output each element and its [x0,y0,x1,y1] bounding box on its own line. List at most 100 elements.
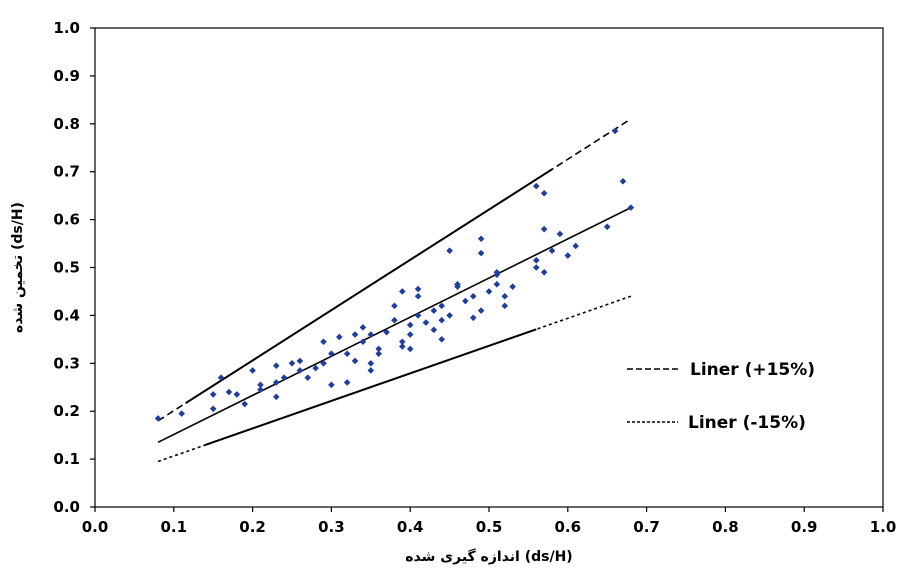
data-point [446,247,453,255]
data-point [469,314,477,322]
data-point [351,331,359,338]
data-point [272,362,280,369]
data-point [430,307,438,314]
x-tick-label: 0.2 [239,518,266,536]
data-point [454,280,461,288]
data-point [209,391,217,398]
data-point [477,307,485,314]
data-point [391,316,398,324]
data-point [217,374,225,381]
data-point [619,177,627,185]
data-point [540,189,548,197]
data-point [359,324,367,331]
x-tick-label: 0.0 [82,518,109,536]
data-point [509,283,516,290]
data-point [603,223,611,231]
x-axis-title: اندازه گیری شده (ds/H) [405,548,572,565]
data-point [430,326,438,334]
data-point [320,360,327,367]
data-point [241,400,249,408]
data-point [493,271,501,278]
y-tick-label: 0.9 [53,67,80,85]
data-point [383,328,390,336]
data-point [312,364,319,372]
upper-bound-line [157,118,632,422]
data-point [209,405,217,413]
data-point [320,338,327,346]
y-tick-label: 1.0 [53,19,80,37]
y-tick-label: 0.8 [53,115,80,133]
data-point [399,288,406,295]
data-point [469,292,477,300]
data-point [288,360,296,367]
data-point [399,343,406,350]
data-point [359,338,367,346]
data-point [485,288,493,295]
data-point [414,312,422,319]
data-point [548,247,556,255]
data-point [375,345,382,353]
y-tick-label: 0.7 [53,163,80,181]
x-tick-label: 1.0 [870,518,897,536]
data-point [493,280,501,288]
data-point [233,391,241,398]
data-points [154,127,635,422]
y-tick-label: 0.5 [53,259,80,277]
data-point [501,302,509,310]
data-point [367,331,375,338]
axes: 0.0 0.1 0.2 0.3 0.4 0.5 0.6 0.7 0.8 0.9 1.0 0.0 0.1 0… [53,19,896,536]
data-point [532,257,540,264]
data-point [406,345,414,353]
y-tick-label: 0.6 [53,211,80,229]
data-point [178,410,185,417]
x-tick-label: 0.6 [555,518,582,536]
data-point [477,235,485,243]
fit-line [157,206,632,444]
data-point [351,357,359,365]
y-axis-title: تخمین شده (ds/H) [10,202,26,333]
data-point [367,367,375,374]
x-tick-label: 0.3 [318,518,345,536]
data-point [501,292,509,300]
data-point [422,319,430,326]
trend-lines [157,118,632,463]
data-point [572,242,579,250]
x-tick-label: 0.9 [791,518,818,536]
data-point [406,321,414,329]
data-point [280,374,288,381]
legend-label: Liner (-15%) [688,413,806,433]
data-point [556,230,564,238]
data-point [296,357,304,365]
x-tick-label: 0.7 [633,518,660,536]
y-tick-label: 0.3 [53,354,80,372]
legend: Liner (+15%) Liner (-15%) [627,360,815,433]
data-point [343,379,351,386]
data-point [438,336,446,343]
data-point [564,252,572,259]
data-point [477,249,485,257]
data-point [391,302,398,310]
data-point [611,127,619,135]
data-point [343,350,351,358]
data-point [304,374,312,381]
data-point [438,302,446,310]
data-point [446,312,453,319]
data-point [540,225,548,233]
data-point [225,388,233,396]
data-point [540,268,548,276]
data-point [328,350,335,358]
y-tick-label: 0.2 [53,402,80,420]
data-point [272,379,280,386]
data-point [462,297,469,305]
y-tick-label: 0.4 [53,306,80,324]
x-tick-label: 0.5 [476,518,503,536]
data-point [257,386,264,393]
y-tick-label: 0.0 [53,498,80,516]
data-point [414,292,422,300]
data-point [154,415,162,422]
data-point [328,381,335,389]
y-tick-label: 0.1 [53,450,80,468]
data-point [257,381,264,389]
data-point [335,333,343,341]
